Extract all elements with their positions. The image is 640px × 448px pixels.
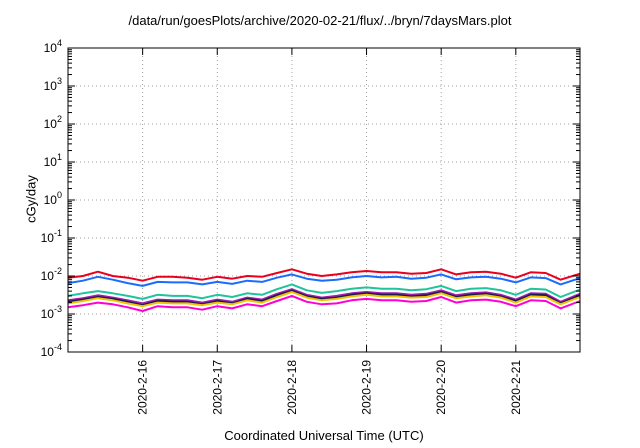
series-line xyxy=(67,283,581,300)
tick-labels: 10-4 10-3 10-2 10-1 100 101 102 103 104 2020-2-16… xyxy=(41,38,523,415)
x-tick-label: 2020-2-19 xyxy=(360,360,374,415)
series-line xyxy=(67,289,581,307)
axis-ticks xyxy=(68,47,580,353)
x-tick-label: 2020-2-18 xyxy=(285,360,299,415)
x-axis-label: Coordinated Universal Time (UTC) xyxy=(224,428,424,443)
series-line xyxy=(67,288,581,305)
y-tick-label: 103 xyxy=(44,76,62,93)
y-tick-label: 100 xyxy=(44,190,62,207)
series-line xyxy=(67,291,581,308)
y-tick-label: 10-2 xyxy=(41,266,62,283)
x-tick-label: 2020-2-20 xyxy=(434,360,448,415)
y-tick-label: 10-4 xyxy=(41,342,62,359)
y-tick-label: 102 xyxy=(44,114,62,131)
chart-title: /data/run/goesPlots/archive/2020-02-21/f… xyxy=(128,13,512,28)
series-line xyxy=(67,273,581,287)
y-tick-label: 10-1 xyxy=(41,228,62,245)
y-tick-label: 101 xyxy=(44,152,62,169)
series-line xyxy=(67,268,581,282)
x-tick-label: 2020-2-16 xyxy=(136,360,150,415)
x-tick-label: 2020-2-17 xyxy=(210,360,224,415)
series-lines xyxy=(67,268,581,312)
x-tick-label: 2020-2-21 xyxy=(509,360,523,415)
y-tick-label: 104 xyxy=(44,38,62,55)
series-line xyxy=(67,294,581,312)
y-tick-label: 10-3 xyxy=(41,304,62,321)
